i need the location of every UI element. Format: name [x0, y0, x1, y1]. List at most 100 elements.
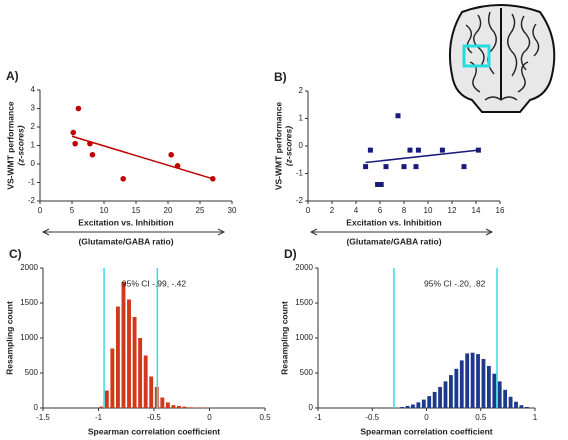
x-tick-label: 2	[330, 206, 335, 215]
point	[120, 176, 126, 182]
point	[395, 113, 401, 119]
bar	[427, 396, 432, 408]
y-tick-label: -1	[296, 169, 304, 178]
y-tick-label: -2	[28, 196, 36, 205]
x-tick-label: 6	[378, 206, 383, 215]
fit-line	[71, 135, 214, 180]
bar	[497, 381, 502, 408]
y-tick-label: -1	[28, 178, 36, 187]
bar	[524, 406, 529, 408]
bar	[177, 405, 181, 408]
panel-label: D)	[284, 247, 297, 261]
y-axis-label: VS-WMT performance	[273, 102, 283, 191]
point	[87, 140, 93, 147]
x-tick-label: 20	[164, 206, 173, 215]
brain-illustration	[449, 4, 556, 113]
y-axis-label: VS-WMT performance	[5, 101, 15, 190]
arrow-head	[41, 228, 50, 236]
x-tick-label: 30	[228, 206, 237, 215]
y-tick-label: 1000	[20, 333, 38, 342]
y-tick-label: 0	[31, 159, 36, 168]
x-axis-label: Excitation vs. Inhibition	[78, 217, 173, 227]
bar	[138, 338, 143, 408]
bar	[421, 399, 426, 408]
point	[475, 147, 481, 153]
x-axis-label: Spearman correlation coefficient	[360, 426, 492, 436]
bar	[182, 406, 187, 408]
y-axis-label: Resampling count	[279, 301, 289, 375]
y-axis-sublabel: (z-scores)	[15, 125, 25, 165]
x-tick-label: 16	[496, 206, 505, 215]
bar	[486, 366, 491, 408]
point	[415, 147, 421, 153]
y-tick-label: 2	[299, 86, 304, 95]
x-axis-label: Spearman correlation coefficient	[88, 426, 220, 436]
x-tick-label: 8	[402, 206, 407, 215]
x-tick-label: 10	[424, 206, 433, 215]
x-tick-label: -1.5	[36, 413, 50, 422]
bar	[492, 373, 497, 408]
y-tick-label: 1	[31, 141, 36, 150]
bar	[99, 406, 104, 408]
annotation: 95% CI -.99, -.42	[122, 278, 187, 288]
fit-line	[365, 149, 479, 164]
point	[70, 129, 77, 136]
x-tick-label: 0.5	[475, 413, 487, 422]
panel-label: B)	[274, 70, 287, 84]
y-axis-sublabel: (z-scores)	[283, 126, 293, 166]
arrow-head	[217, 228, 226, 236]
panel-label: C)	[9, 247, 22, 261]
y-tick-label: 2000	[20, 263, 38, 272]
y-tick-label: 1500	[20, 298, 38, 307]
y-axis-label: Resampling count	[4, 301, 14, 375]
y-tick-label: 0	[299, 141, 304, 150]
bar	[132, 317, 137, 408]
point	[174, 163, 181, 169]
bar	[405, 405, 410, 408]
bar	[171, 405, 176, 408]
bar	[443, 381, 448, 408]
x-tick-label: 0.5	[259, 413, 271, 422]
bar	[160, 397, 165, 408]
bar	[149, 376, 154, 408]
point	[378, 182, 384, 187]
bar	[470, 352, 475, 408]
arrow-head	[485, 228, 494, 236]
point	[75, 105, 82, 112]
point	[363, 164, 369, 170]
x-axis-sublabel: (Glutamate/GABA ratio)	[346, 236, 441, 246]
point	[413, 164, 419, 170]
bar	[115, 306, 120, 408]
annotation: 95% CI -.20, .82	[424, 278, 486, 288]
x-tick-label: 0	[424, 413, 429, 422]
point	[439, 147, 445, 153]
panel-label: A)	[6, 69, 19, 83]
bar	[465, 353, 470, 408]
x-tick-label: -0.5	[365, 413, 379, 422]
x-tick-label: 0	[306, 206, 311, 215]
y-tick-label: -2	[296, 196, 304, 205]
point	[210, 176, 216, 182]
bar	[411, 404, 415, 408]
point	[407, 147, 413, 153]
x-axis-sublabel: (Glutamate/GABA ratio)	[78, 236, 173, 246]
point	[72, 140, 78, 147]
x-tick-label: 0	[38, 206, 43, 215]
y-tick-label: 500	[25, 368, 39, 377]
bar	[519, 405, 524, 408]
bar	[449, 375, 453, 408]
y-tick-label: 500	[300, 368, 314, 377]
y-tick-label: 0	[309, 403, 314, 412]
y-tick-label: 2	[31, 122, 36, 131]
bar	[438, 387, 442, 408]
bar	[454, 368, 459, 408]
x-tick-label: -1	[314, 413, 322, 422]
arrow-head	[309, 228, 318, 236]
point	[89, 151, 96, 158]
point	[383, 164, 389, 170]
x-tick-label: 14	[472, 206, 481, 215]
bar	[143, 355, 148, 408]
x-tick-label: 10	[100, 206, 109, 215]
y-tick-label: 0	[34, 403, 39, 412]
